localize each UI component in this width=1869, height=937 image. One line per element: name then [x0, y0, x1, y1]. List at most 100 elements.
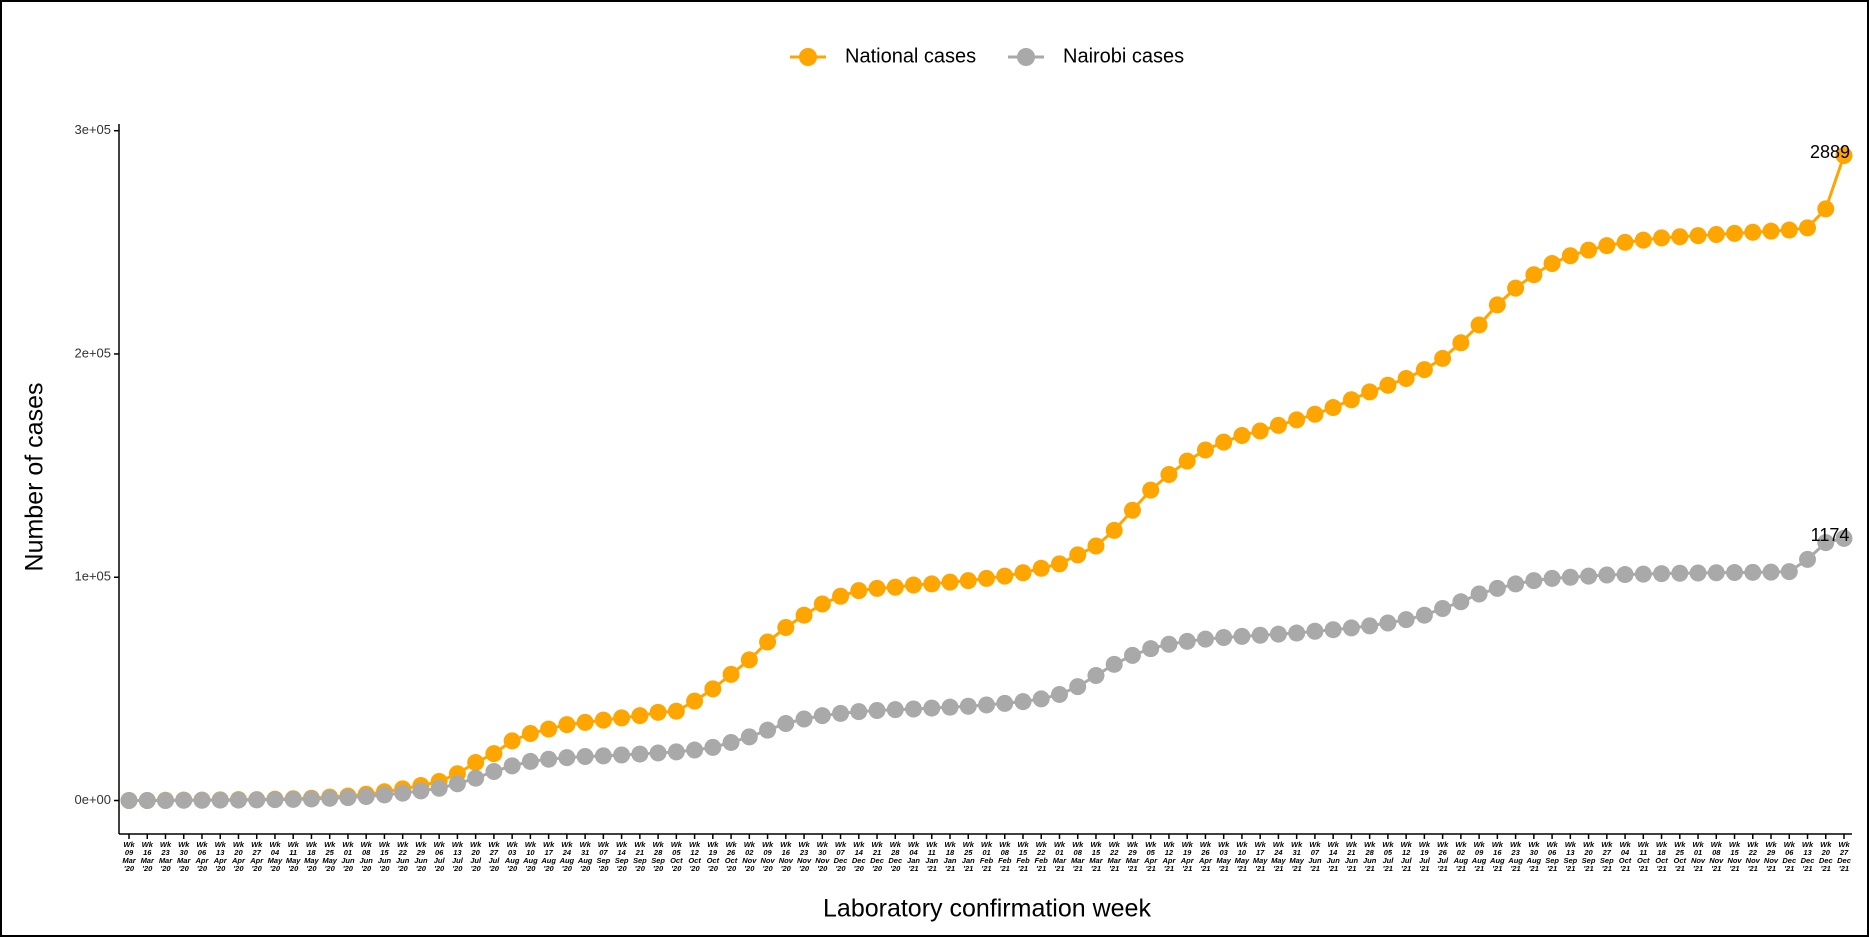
- x-tick-label: Wk 20 Jul '20: [470, 840, 482, 873]
- data-point: [759, 633, 777, 651]
- data-point: [1707, 226, 1725, 244]
- data-point: [740, 651, 758, 669]
- data-point: [1361, 383, 1379, 401]
- legend-swatch: [799, 48, 817, 66]
- x-tick-label: Wk 15 Mar '21: [1089, 840, 1103, 873]
- x-tick-label: Wk 19 Apr '21: [1180, 840, 1194, 873]
- data-point: [1817, 200, 1835, 218]
- data-point: [631, 707, 649, 725]
- data-point: [1196, 441, 1214, 459]
- data-point: [1397, 611, 1415, 629]
- data-point: [978, 696, 995, 714]
- data-point: [229, 791, 247, 809]
- data-point: [1762, 222, 1780, 240]
- data-point: [1324, 399, 1342, 417]
- y-tick-label: 2e+05: [74, 345, 111, 360]
- x-tick-label: Wk 31 Aug '20: [577, 840, 593, 873]
- x-tick-label: Wk 18 May '20: [304, 840, 319, 873]
- data-point: [1507, 575, 1525, 593]
- data-point: [704, 738, 722, 756]
- x-tick-label: Wk 26 Apr '21: [1198, 840, 1212, 873]
- data-point: [339, 789, 357, 807]
- data-point: [1050, 555, 1068, 573]
- x-tick-label: Wk 01 Nov '21: [1690, 840, 1706, 873]
- data-point: [576, 713, 594, 731]
- data-point: [1653, 229, 1671, 247]
- x-tick-label: Wk 11 May '20: [285, 840, 301, 873]
- data-point: [1525, 572, 1543, 590]
- data-point: [905, 700, 923, 718]
- data-point: [1598, 237, 1616, 255]
- x-tick-label: Wk 23 Aug '21: [1508, 840, 1523, 873]
- x-tick-label: Wk 07 Sep '20: [596, 840, 611, 873]
- data-point: [722, 665, 740, 683]
- data-point: [923, 699, 941, 717]
- x-tick-label: Wk 29 Jun '20: [414, 840, 428, 873]
- data-point: [594, 711, 612, 729]
- x-tick-label: Wk 23 Mar '20: [158, 840, 173, 873]
- data-point: [1397, 370, 1415, 388]
- data-point: [1288, 624, 1306, 642]
- data-point: [795, 606, 813, 624]
- data-point: [1799, 219, 1817, 237]
- x-tick-label: Wk 27 Dec '21: [1837, 840, 1851, 873]
- data-point: [1342, 391, 1360, 409]
- x-tick-label: Wk 08 Nov '21: [1709, 840, 1724, 873]
- data-point: [1616, 566, 1634, 584]
- data-point: [868, 702, 886, 720]
- data-point: [503, 732, 521, 750]
- x-tick-label: Wk 11 Oct '21: [1637, 840, 1650, 873]
- x-tick-label: Wk 26 Oct '20: [724, 840, 738, 873]
- x-tick-label: Wk 08 Feb '21: [998, 840, 1012, 873]
- data-point: [1087, 666, 1105, 684]
- data-point: [631, 745, 649, 763]
- x-tick-label: Wk 17 Aug '20: [541, 840, 556, 873]
- data-point: [521, 725, 539, 743]
- data-point: [467, 769, 485, 787]
- x-tick-label: Wk 13 Apr '20: [213, 840, 227, 873]
- data-point: [1835, 146, 1853, 164]
- data-point: [1707, 564, 1725, 582]
- data-point: [1123, 646, 1141, 664]
- x-tick-label: Wk 31 May '21: [1289, 840, 1304, 873]
- x-tick-label: Wk 05 Oct '20: [670, 840, 683, 873]
- data-point: [1543, 569, 1561, 587]
- data-point: [1050, 685, 1068, 703]
- x-tick-label: Wk 02 Nov '20: [742, 840, 757, 873]
- data-point: [430, 779, 448, 797]
- x-tick-label: Wk 27 Jul '20: [488, 840, 500, 873]
- x-tick-label: Wk 22 Feb '21: [1034, 840, 1048, 873]
- data-point: [1233, 426, 1251, 444]
- x-tick-label: Wk 22 Jun '20: [395, 840, 410, 873]
- data-point: [1032, 559, 1050, 577]
- x-tick-label: Wk 14 Jun '21: [1326, 840, 1340, 873]
- data-point: [1087, 537, 1105, 555]
- data-point: [1634, 565, 1652, 583]
- data-point: [959, 572, 977, 590]
- data-point: [248, 791, 266, 809]
- data-point: [686, 692, 704, 710]
- data-point: [832, 704, 850, 722]
- y-axis-title: Number of cases: [21, 383, 49, 572]
- data-point: [1488, 296, 1506, 314]
- x-axis-title: Laboratory confirmation week: [823, 895, 1151, 923]
- data-point: [1634, 231, 1652, 249]
- data-point: [1561, 247, 1579, 265]
- x-tick-label: Wk 15 Feb '21: [1016, 840, 1030, 873]
- x-tick-label: Wk 13 Dec '21: [1800, 840, 1815, 873]
- data-point: [1105, 655, 1123, 673]
- data-point: [1069, 546, 1087, 564]
- x-tick-label: Wk 10 Aug '20: [523, 840, 538, 873]
- data-point: [759, 721, 777, 739]
- data-point: [722, 733, 740, 751]
- data-point: [1452, 334, 1470, 352]
- data-point: [1415, 361, 1433, 379]
- data-point: [886, 578, 904, 596]
- x-tick-label: Wk 01 Mar '21: [1052, 840, 1067, 873]
- data-point: [941, 698, 959, 716]
- x-tick-label: Wk 04 May '20: [267, 840, 283, 873]
- x-tick-label: Wk 09 Aug '21: [1471, 840, 1487, 873]
- data-point: [1269, 416, 1287, 434]
- x-tick-label: Wk 02 Aug '21: [1453, 840, 1469, 873]
- x-tick-label: Wk 16 Aug '21: [1490, 840, 1505, 873]
